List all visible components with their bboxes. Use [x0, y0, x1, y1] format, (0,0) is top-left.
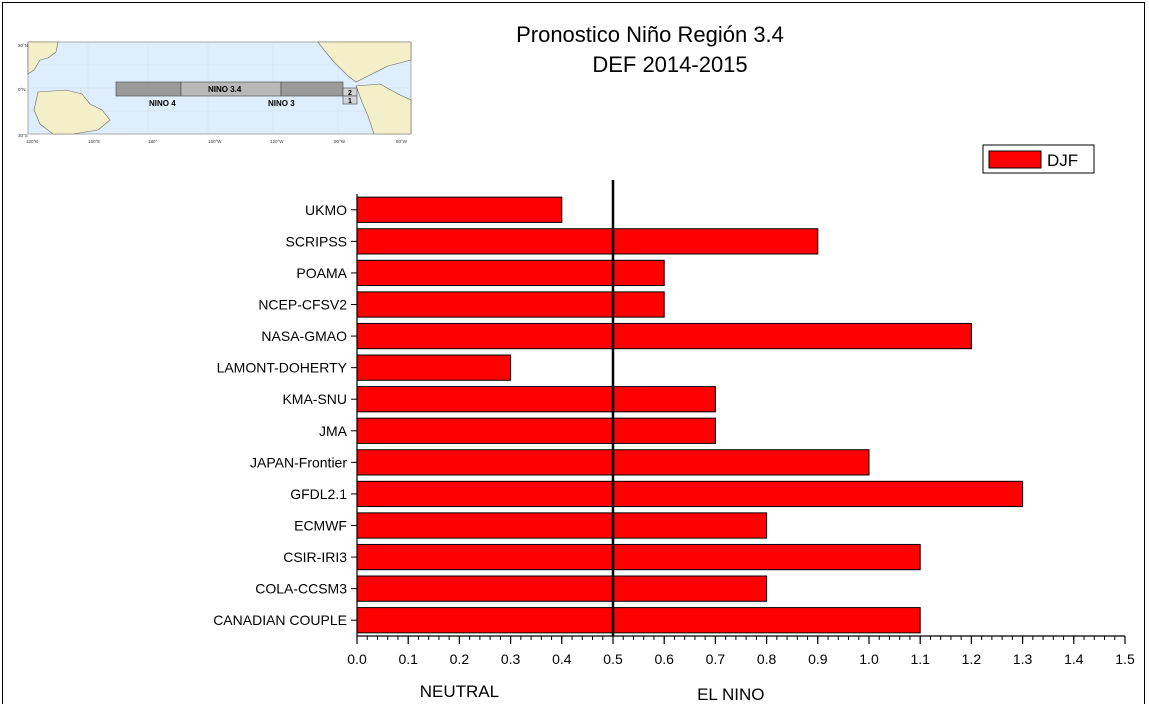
map-lon-label: 60°W: [396, 139, 408, 144]
y-tick-label: CSIR-IRI3: [283, 549, 347, 565]
chart-subtitle: DEF 2014-2015: [592, 52, 748, 77]
x-tick-label: 1.1: [910, 651, 930, 667]
map-lon-label: 120°E: [26, 139, 38, 144]
bar: [356, 291, 665, 318]
bar: [356, 228, 819, 255]
y-tick-label: COLA-CCSM3: [255, 581, 347, 597]
map-label-nino3: NINO 3: [268, 99, 295, 108]
x-tick-label: 0.4: [552, 651, 572, 667]
map-lat-label: 30°S: [18, 133, 28, 138]
neutral-region-label: NEUTRAL: [420, 682, 499, 701]
y-tick-label: NASA-GMAO: [261, 328, 347, 344]
x-tick-label: 1.2: [962, 651, 982, 667]
bar: [356, 512, 768, 539]
x-tick-label: 0.8: [757, 651, 777, 667]
x-tick-label: 0.0: [347, 651, 367, 667]
y-tick-label: GFDL2.1: [290, 486, 347, 502]
x-tick-label: 0.7: [706, 651, 726, 667]
elnino-region-label: EL NINO: [697, 685, 764, 704]
y-tick-label: LAMONT-DOHERTY: [217, 360, 348, 376]
y-tick-label: SCRIPSS: [286, 233, 347, 249]
bar: [356, 259, 665, 287]
y-tick-label: UKMO: [305, 202, 347, 218]
y-tick-label: KMA-SNU: [282, 391, 347, 407]
bar: [356, 322, 972, 350]
map-label-nino1: 1: [348, 98, 352, 105]
y-tick-label: JMA: [319, 423, 348, 439]
y-tick-label: NCEP-CFSV2: [258, 297, 347, 313]
chart-title: Pronostico Niño Región 3.4: [516, 22, 784, 47]
map-label-nino2: 2: [348, 90, 352, 97]
y-axis: UKMO SCRIPSS POAMA NCEP-CFSV2 NASA-GMAO LAMON…: [213, 194, 358, 636]
x-tick-label: 1.3: [1013, 651, 1033, 667]
legend-label: DJF: [1047, 151, 1078, 170]
bar: [356, 386, 716, 413]
x-tick-label: 0.3: [501, 651, 521, 667]
x-tick-label: 0.5: [603, 651, 623, 667]
map-label-nino4: NINO 4: [149, 99, 176, 108]
bar: [356, 543, 921, 571]
bars-group: [356, 196, 1024, 634]
legend: DJF: [982, 144, 1095, 174]
map-lon-label: 150°E: [88, 139, 100, 144]
map-lon-label: 150°W: [208, 139, 222, 144]
bar: [356, 354, 512, 381]
bar: [356, 417, 716, 444]
x-tick-label: 0.9: [808, 651, 828, 667]
x-tick-label: 1.0: [859, 651, 879, 667]
x-tick-label: 0.1: [398, 651, 418, 667]
y-tick-label: CANADIAN COUPLE: [213, 612, 347, 628]
map-lon-label: 180°: [148, 139, 158, 144]
chart-title-block: Pronostico Niño Región 3.4 DEF 2014-2015: [440, 20, 860, 80]
x-axis: 0.0 0.1 0.2 0.3 0.4 0.5 0.6 0.7 0.8 0.9 1.0 1.1 1.2 1…: [347, 635, 1135, 667]
y-tick-label: POAMA: [296, 265, 347, 281]
map-label-nino34: NINO 3.4: [208, 85, 242, 94]
y-tick-label: JAPAN-Frontier: [250, 454, 347, 470]
map-lat-label: 0°N: [18, 87, 26, 92]
bar: [356, 607, 921, 634]
bar: [356, 196, 563, 223]
y-tick-label: ECMWF: [294, 518, 347, 534]
bar: [356, 575, 768, 602]
map-lat-label: 30°N: [18, 43, 28, 48]
map-lon-label: 120°W: [270, 139, 284, 144]
legend-swatch: [988, 150, 1042, 169]
x-tick-label: 1.4: [1064, 651, 1084, 667]
x-tick-label: 0.6: [654, 651, 674, 667]
nino-regions-map: NINO 3.4 NINO 4 NINO 3 2 1 30°N 0°N 30°S…: [18, 41, 412, 144]
x-tick-label: 1.5: [1115, 651, 1135, 667]
bar: [356, 480, 1024, 508]
map-lon-label: 90°W: [334, 139, 346, 144]
x-tick-label: 0.2: [450, 651, 470, 667]
